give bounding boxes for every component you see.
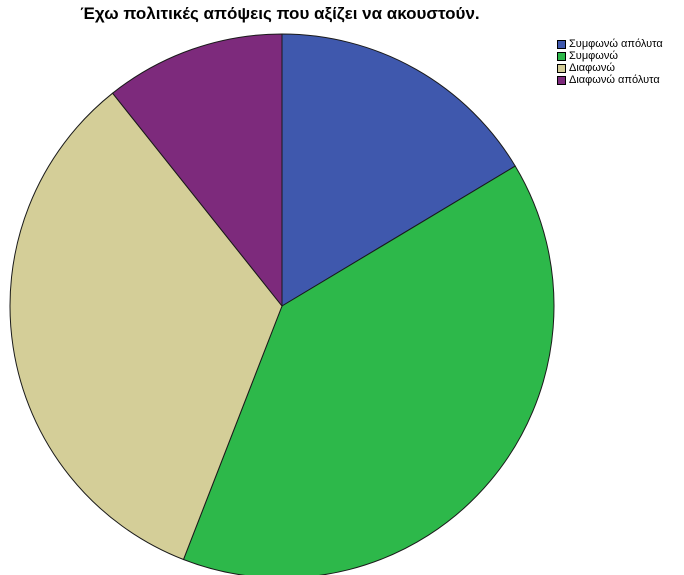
legend-item-3: Διαφωνώ απόλυτα [557, 74, 663, 86]
pie-slice-2 [9, 92, 283, 561]
legend-label-2: Διαφωνώ [569, 62, 615, 74]
chart-title: Έχω πολιτικές απόψεις που αξίζει να ακου… [80, 4, 480, 23]
pie-slice-3 [111, 33, 283, 308]
legend-label-1: Συμφωνώ [569, 50, 618, 62]
legend-label-3: Διαφωνώ απόλυτα [569, 74, 660, 86]
legend-swatch-2 [557, 63, 566, 73]
pie-slice-1 [182, 165, 555, 575]
legend-label-0: Συμφωνώ απόλυτα [569, 38, 663, 50]
legend-swatch-3 [557, 75, 566, 85]
legend-swatch-1 [557, 51, 566, 61]
legend-item-0: Συμφωνώ απόλυτα [557, 38, 663, 50]
legend-swatch-0 [557, 39, 566, 49]
legend-item-2: Διαφωνώ [557, 62, 663, 74]
legend: Συμφωνώ απόλυτα Συμφωνώ Διαφωνώ Διαφωνώ από… [557, 38, 663, 86]
pie-slice-0 [281, 33, 516, 307]
legend-item-1: Συμφωνώ [557, 50, 663, 62]
